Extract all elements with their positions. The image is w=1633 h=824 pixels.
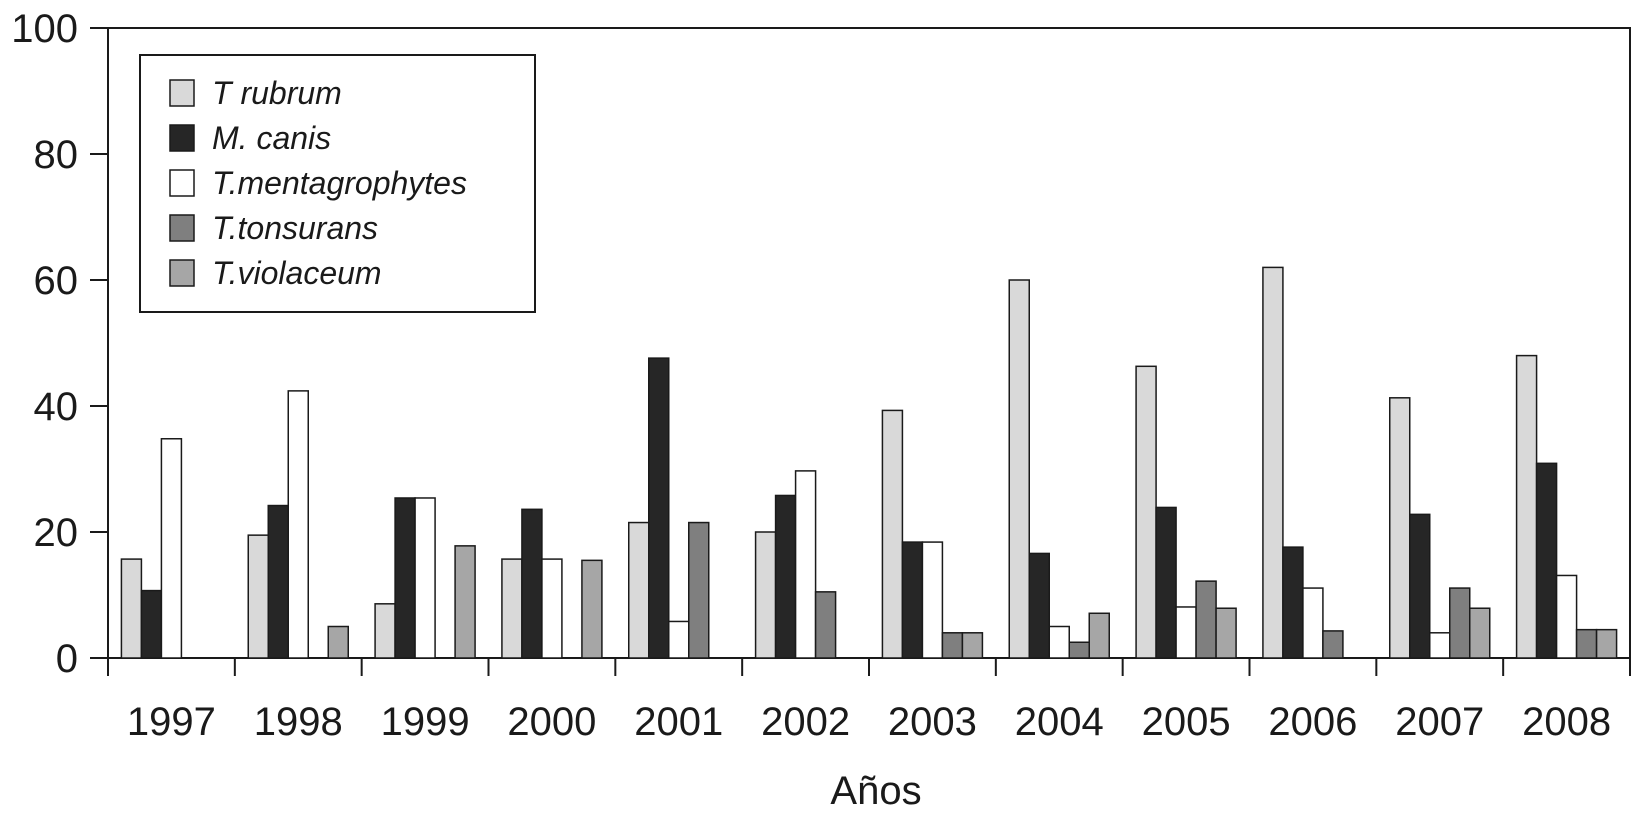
x-axis-title: Años [830, 769, 921, 813]
bar-2002-0 [754, 531, 777, 659]
bar-1999-1 [394, 497, 416, 659]
bar-1997-2 [160, 438, 183, 659]
x-tick-label: 2000 [507, 700, 596, 744]
bar-2004-0 [1008, 279, 1030, 659]
bar-2000-0 [501, 558, 523, 659]
bar-2007-3 [1449, 587, 1471, 659]
x-tick-label: 2007 [1395, 700, 1484, 744]
bar-2003-3 [941, 632, 964, 659]
legend-swatch [169, 79, 195, 107]
x-tick-label: 2003 [888, 700, 977, 744]
bar-1997-1 [140, 589, 163, 659]
bar-2002-1 [774, 494, 797, 659]
legend-swatch [169, 214, 195, 242]
bar-1997-0 [120, 558, 143, 659]
bar-1998-0 [247, 534, 269, 659]
bar-2004-4 [1088, 612, 1110, 659]
legend-label: M. canis [212, 120, 331, 156]
x-tick-label: 2002 [761, 700, 850, 744]
bar-2005-0 [1135, 365, 1157, 659]
legend-label: T.violaceum [212, 255, 382, 291]
x-axis: 1997 1998 1999 2000 2001 2002 2003 2004 2005 2006… [107, 658, 1631, 744]
legend-swatch [169, 259, 195, 287]
bar-1998-4 [327, 625, 349, 659]
bar-2004-3 [1068, 641, 1090, 659]
bar-2005-3 [1195, 580, 1217, 659]
bar-2007-4 [1469, 607, 1491, 659]
y-tick-label: 0 [56, 637, 78, 681]
bar-1999-2 [414, 497, 436, 659]
legend-box [139, 54, 536, 313]
bar-2008-4 [1595, 628, 1618, 659]
y-tick-label: 100 [11, 7, 78, 51]
legend: T rubrum M. canis T.mentagrophytes T.tonsur… [139, 54, 536, 313]
bar-2003-1 [901, 541, 924, 659]
x-tick-label: 2005 [1142, 700, 1231, 744]
bar-2008-3 [1575, 628, 1598, 659]
bar-2001-1 [648, 357, 670, 659]
x-tick-label: 2001 [634, 700, 723, 744]
bar-2002-2 [794, 470, 817, 659]
bar-2007-2 [1429, 632, 1451, 659]
x-tick-label: 2004 [1015, 700, 1104, 744]
bar-2005-2 [1175, 606, 1197, 659]
x-tick-label: 2008 [1522, 700, 1611, 744]
bar-1998-2 [287, 390, 309, 659]
bar-2004-2 [1048, 625, 1070, 659]
bar-2000-2 [541, 558, 563, 659]
y-tick-label: 60 [34, 259, 79, 303]
x-tick-label: 2006 [1268, 700, 1357, 744]
bar-2003-4 [961, 632, 984, 659]
bar-2003-2 [921, 541, 944, 659]
bar-2006-0 [1262, 266, 1284, 659]
bar-1998-1 [267, 504, 289, 659]
x-tick-label: 1998 [254, 700, 343, 744]
bar-2006-3 [1322, 630, 1344, 659]
y-tick-label: 40 [34, 385, 79, 429]
bar-2008-2 [1555, 574, 1578, 659]
bar-2005-4 [1215, 607, 1237, 659]
bar-2007-1 [1409, 513, 1431, 659]
bar-2006-2 [1302, 587, 1324, 659]
bar-2001-2 [668, 620, 690, 659]
legend-label: T.tonsurans [212, 210, 378, 246]
bar-2001-0 [628, 521, 650, 659]
bar-2006-1 [1282, 546, 1304, 659]
y-tick-label: 80 [34, 133, 79, 177]
bars [120, 266, 1618, 659]
bar-1999-4 [454, 545, 476, 659]
bar-2005-1 [1155, 506, 1177, 659]
bar-2007-0 [1389, 397, 1411, 659]
y-tick-label: 20 [34, 511, 79, 555]
bar-2004-1 [1028, 552, 1050, 659]
bar-2008-0 [1515, 354, 1538, 659]
bar-2000-1 [521, 508, 543, 659]
bar-2002-3 [814, 591, 837, 659]
legend-swatch [169, 169, 195, 197]
legend-swatch [169, 124, 195, 152]
bar-2003-0 [881, 409, 904, 659]
y-axis: 0 20 40 60 80 100 [11, 7, 108, 681]
bar-2008-1 [1535, 462, 1558, 659]
bar-2001-3 [688, 521, 710, 659]
legend-label: T rubrum [212, 75, 342, 111]
x-tick-label: 1999 [381, 700, 470, 744]
bar-1999-0 [374, 603, 396, 659]
x-tick-label: 1997 [127, 700, 216, 744]
legend-label: T.mentagrophytes [212, 165, 467, 201]
bar-2000-4 [581, 559, 603, 659]
